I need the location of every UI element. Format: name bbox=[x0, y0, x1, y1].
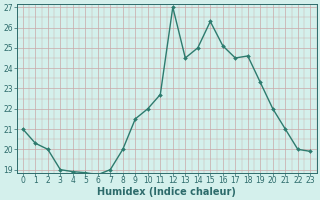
X-axis label: Humidex (Indice chaleur): Humidex (Indice chaleur) bbox=[97, 187, 236, 197]
